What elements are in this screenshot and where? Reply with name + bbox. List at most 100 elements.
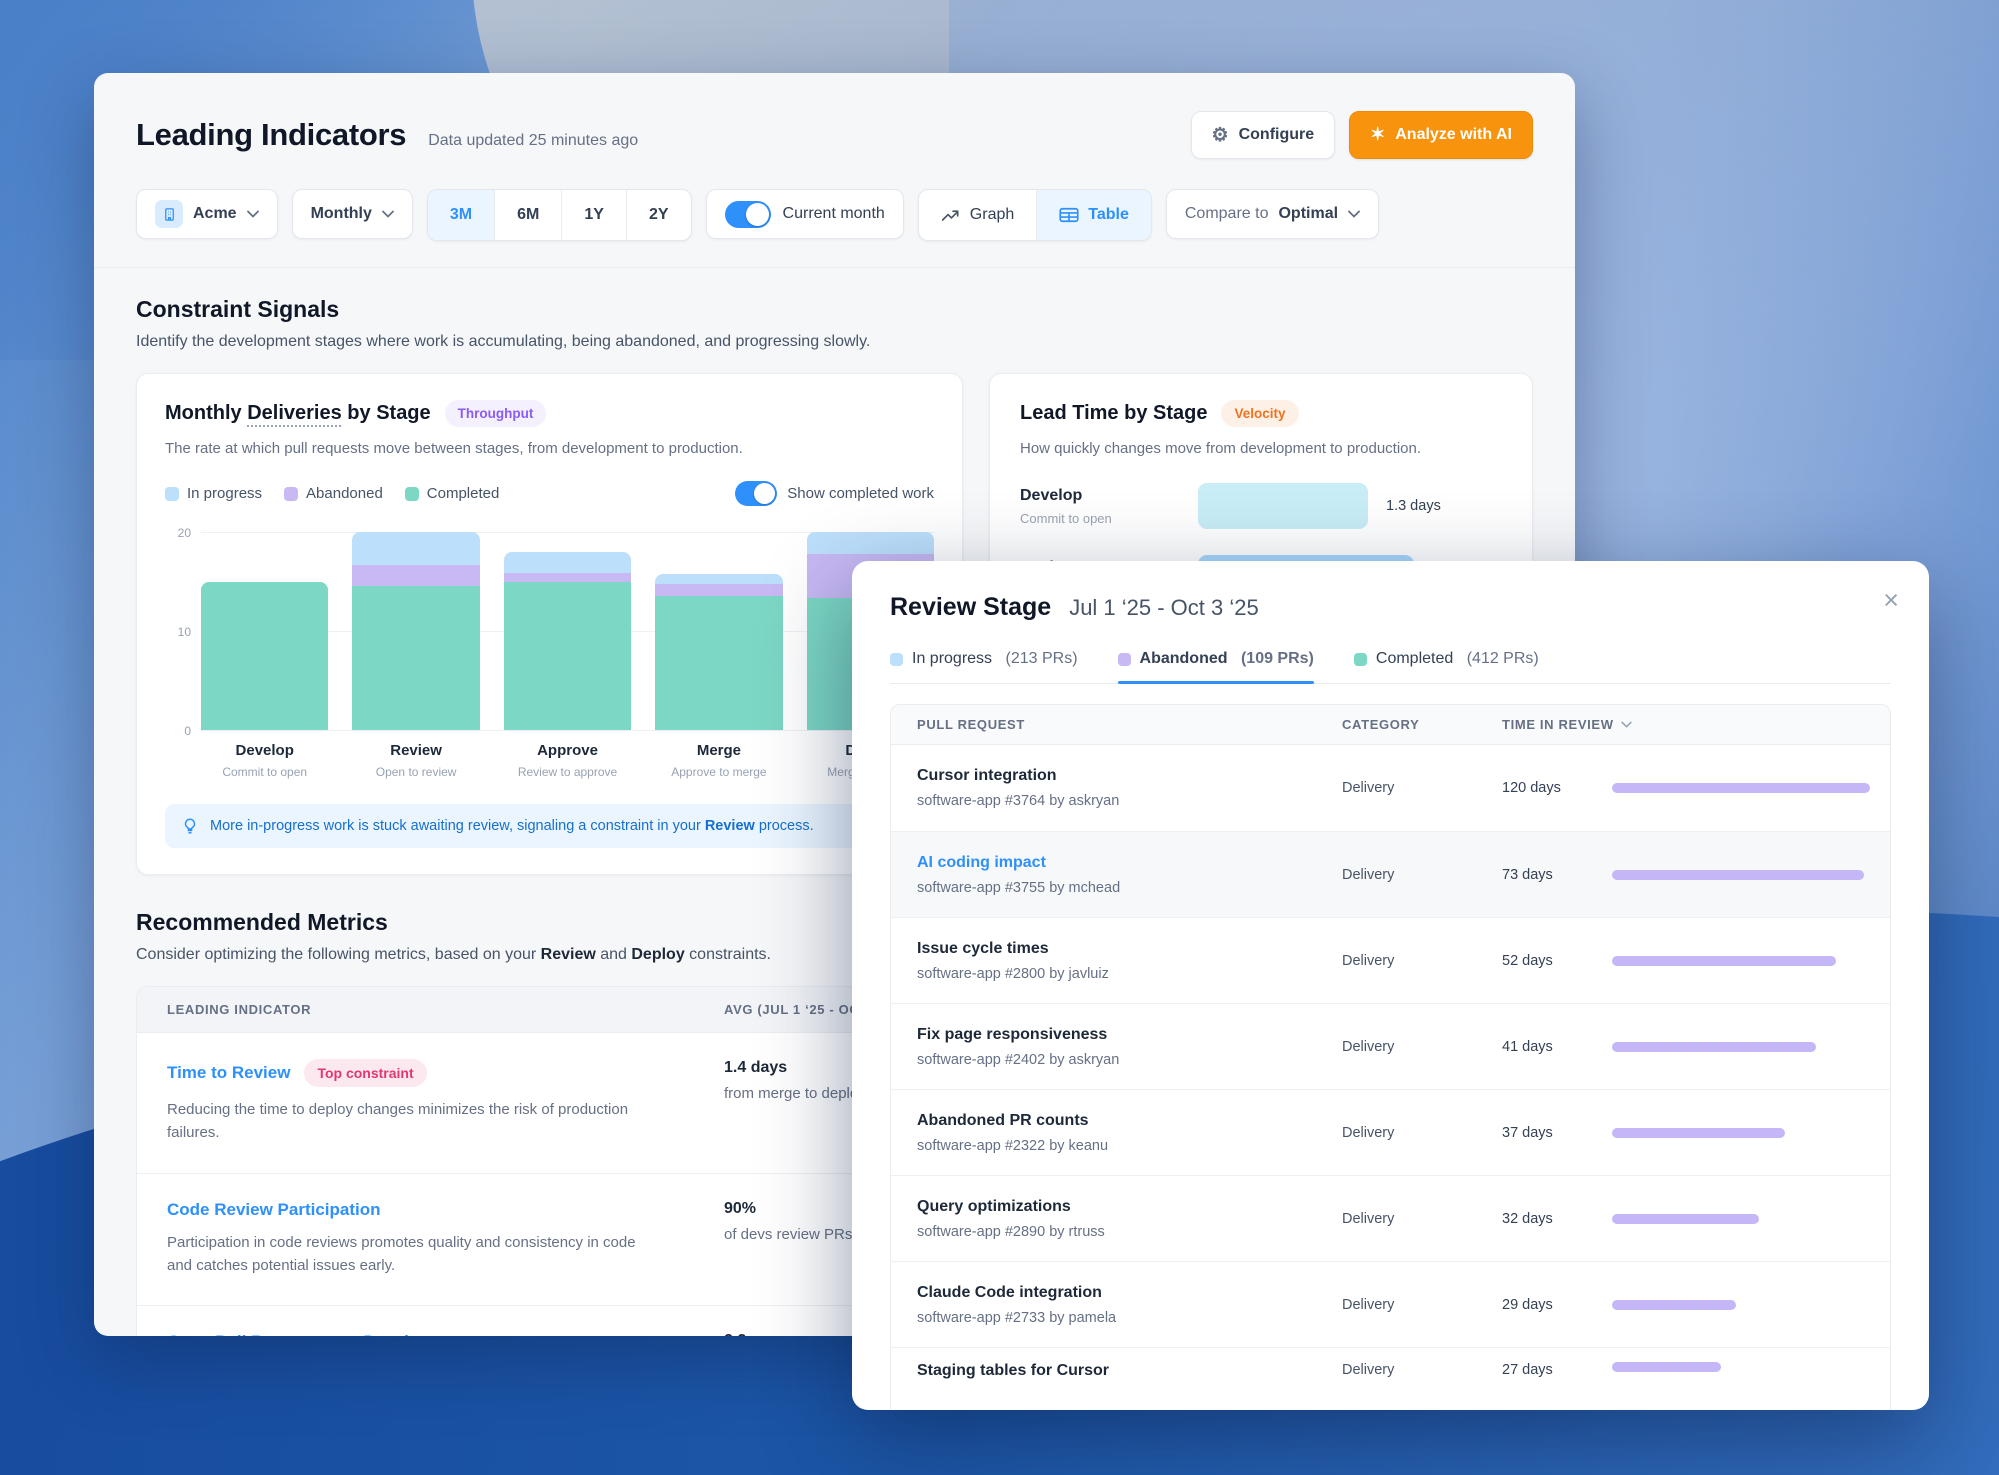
metric-value-subtitle: from merge to deploy <box>724 1085 866 1102</box>
pr-subtitle: software-app #2322 by keanu <box>917 1137 1109 1154</box>
stage-name: Develop <box>1020 486 1083 504</box>
pr-title: Claude Code integration <box>917 1283 1102 1301</box>
pr-title-link[interactable]: AI coding impact <box>917 853 1046 871</box>
pr-cell-title: Abandoned PR counts software-app #2322 by… <box>917 1112 1342 1154</box>
pr-category: Delivery <box>1342 780 1395 796</box>
current-month-toggle-group: Current month <box>705 189 904 239</box>
deliveries-term[interactable]: Deliveries <box>247 402 342 424</box>
legend-label: Abandoned <box>306 485 383 502</box>
pr-row[interactable]: Issue cycle times software-app #2800 by j… <box>891 917 1890 1003</box>
configure-button[interactable]: ⚙ Configure <box>1190 111 1336 159</box>
bar-review[interactable] <box>352 532 480 730</box>
bar-segment-abandoned <box>503 572 632 582</box>
pr-days: 52 days <box>1502 952 1553 969</box>
tab-label: Abandoned <box>1139 650 1228 667</box>
bar-segment-in-progress <box>806 532 935 554</box>
tab-completed[interactable]: Completed (412 PRs) <box>1353 650 1539 683</box>
metric-description: Participation in code reviews promotes q… <box>167 1233 636 1274</box>
bar-develop[interactable] <box>201 581 329 730</box>
tab-in-progress[interactable]: In progress (213 PRs) <box>890 650 1078 683</box>
pr-subtitle: software-app #3764 by askryan <box>917 793 1120 809</box>
building-icon <box>155 200 183 228</box>
bar-segment-abandoned <box>352 564 480 587</box>
org-dropdown[interactable]: Acme <box>136 189 278 239</box>
pr-row[interactable]: AI coding impact software-app #3755 by mc… <box>891 831 1890 917</box>
view-graph-segment[interactable]: Graph <box>919 190 1036 240</box>
pr-row[interactable]: Staging tables for Cursor Delivery 27 days <box>891 1347 1890 1410</box>
pr-row[interactable]: Cursor integration software-app #3764 by … <box>891 745 1890 831</box>
time-in-review-bar <box>1612 869 1864 880</box>
stage-subtitle: Commit to open <box>222 765 308 779</box>
pr-subtitle: software-app #2733 by pamela <box>917 1309 1117 1326</box>
pr-category: Delivery <box>1342 1210 1395 1227</box>
velocity-badge: Velocity <box>1221 400 1299 427</box>
bar-approve[interactable] <box>503 551 632 730</box>
pr-category: Delivery <box>1342 1296 1395 1313</box>
pr-bar-cell <box>1612 955 1864 966</box>
gridline <box>201 730 934 731</box>
pr-row[interactable]: Query optimizations software-app #2890 by… <box>891 1175 1890 1261</box>
time-in-review-bar <box>1612 1299 1736 1310</box>
current-month-toggle[interactable] <box>724 200 771 228</box>
pr-days: 32 days <box>1502 1210 1553 1227</box>
data-updated-text: Data updated 25 minutes ago <box>428 132 639 149</box>
range-segment-6m[interactable]: 6M <box>494 190 561 240</box>
legend-label: Completed <box>426 485 500 502</box>
pr-table-body: Cursor integration software-app #3764 by … <box>891 745 1890 1410</box>
insight-text: More in-progress work is stuck awaiting … <box>210 818 814 834</box>
view-table-segment[interactable]: Table <box>1036 190 1151 240</box>
stage-name: Approve <box>537 742 598 759</box>
pr-col-pull-request: PULL REQUEST <box>917 717 1025 732</box>
table-icon <box>1059 207 1079 223</box>
range-segment-3m[interactable]: 3M <box>427 190 495 240</box>
toolbar-divider <box>94 267 1575 268</box>
org-label: Acme <box>193 205 237 222</box>
metric-link[interactable]: Time to Review <box>167 1063 291 1082</box>
chart-bars <box>201 532 935 730</box>
stage-subtitle: Review to approve <box>517 765 618 779</box>
metric-link[interactable]: Open Pull Requests per Developer <box>167 1332 446 1336</box>
pr-cell-title: Claude Code integration software-app #273… <box>917 1284 1342 1326</box>
time-in-review-bar <box>1612 1127 1785 1138</box>
range-segment-2y[interactable]: 2Y <box>625 190 691 240</box>
metric-row: Open Pull Requests per DeveloperLimiting… <box>137 1305 1532 1336</box>
period-dropdown[interactable]: Monthly <box>291 189 413 239</box>
legend-swatch <box>404 486 419 501</box>
pr-cell-title: Query optimizations software-app #2890 by… <box>917 1198 1342 1240</box>
pr-col-time-in-review[interactable]: TIME IN REVIEW <box>1502 717 1864 732</box>
lead-time-label: Develop Commit to open <box>1020 487 1198 526</box>
pr-row[interactable]: Abandoned PR counts software-app #2322 by… <box>891 1089 1890 1175</box>
bar-segment-abandoned <box>655 583 783 597</box>
legend-swatch <box>165 486 179 501</box>
view-graph-label: Graph <box>969 206 1015 223</box>
gridline <box>201 532 934 533</box>
legend-swatch <box>284 486 299 501</box>
pr-days: 73 days <box>1502 866 1553 883</box>
metric-link[interactable]: Code Review Participation <box>167 1199 381 1219</box>
metric-row: Code Review Participation Participation i… <box>137 1172 1532 1306</box>
pr-subtitle: software-app #3755 by mchead <box>917 879 1121 896</box>
compare-to-dropdown[interactable]: Compare to Optimal <box>1165 189 1380 239</box>
pr-title: Staging tables for Cursor <box>917 1362 1110 1379</box>
range-segment-1y[interactable]: 1Y <box>561 190 626 240</box>
tab-count: (412 PRs) <box>1462 650 1539 667</box>
pr-cell-title: Staging tables for Cursor <box>917 1362 1342 1380</box>
time-in-review-bar <box>1612 1362 1721 1372</box>
bar-merge[interactable] <box>655 573 783 730</box>
current-month-label: Current month <box>782 205 885 222</box>
pr-row[interactable]: Claude Code integration software-app #273… <box>891 1261 1890 1347</box>
period-label: Monthly <box>310 205 372 222</box>
tab-color-swatch <box>1353 652 1367 666</box>
time-in-review-bar <box>1612 1213 1759 1224</box>
analyze-with-ai-button[interactable]: ✶ Analyze with AI <box>1349 111 1533 159</box>
metric-left: Open Pull Requests per DeveloperLimiting… <box>167 1332 724 1336</box>
monthly-deliveries-card: Monthly Deliveries by Stage Throughput T… <box>136 373 963 875</box>
pr-bar-cell <box>1612 869 1864 880</box>
tab-abandoned[interactable]: Abandoned (109 PRs) <box>1117 650 1315 684</box>
pr-row[interactable]: Fix page responsiveness software-app #240… <box>891 1003 1890 1089</box>
compare-to-value: Optimal <box>1278 205 1339 222</box>
close-icon[interactable]: × <box>1883 585 1899 615</box>
modal-tabs: In progress (213 PRs) Abandoned (109 PRs)… <box>890 650 1891 684</box>
pr-bar-cell <box>1612 1041 1864 1052</box>
show-completed-toggle[interactable] <box>735 481 778 506</box>
